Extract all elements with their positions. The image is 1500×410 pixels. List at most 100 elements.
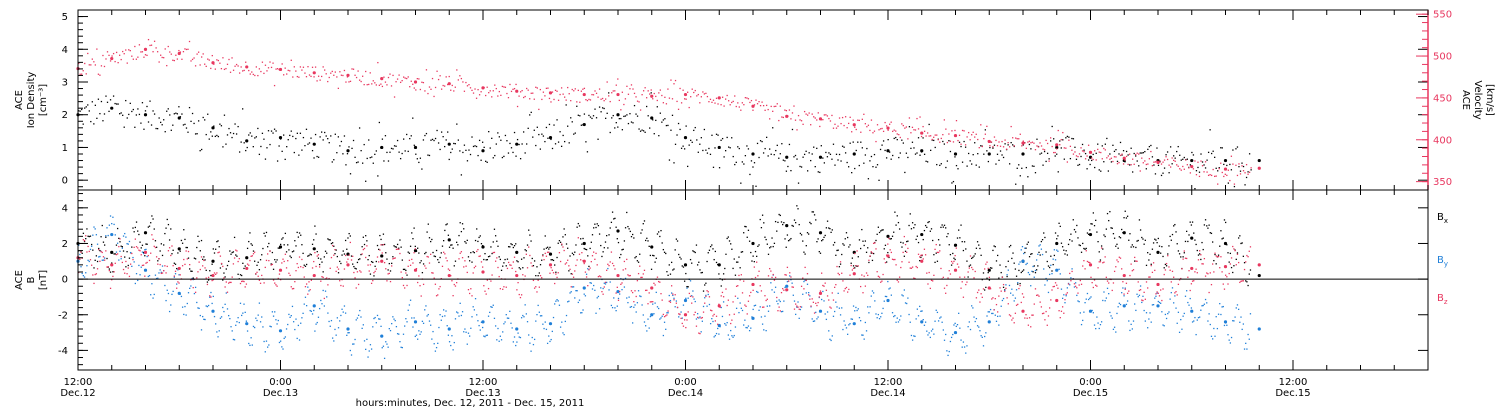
density-sample bbox=[807, 170, 809, 172]
bz-sample bbox=[398, 248, 400, 250]
by-sample bbox=[334, 328, 336, 331]
density-sample bbox=[486, 161, 488, 163]
velocity-sample bbox=[1039, 142, 1041, 144]
by-sample bbox=[856, 309, 858, 312]
by-sample bbox=[1189, 297, 1191, 300]
velocity-sample bbox=[1215, 175, 1217, 177]
bx-sample bbox=[270, 263, 272, 265]
bz-sample bbox=[278, 273, 281, 275]
by-sample bbox=[704, 297, 706, 299]
bx-sample bbox=[968, 265, 970, 267]
density-sample bbox=[374, 153, 376, 156]
velocity-sample bbox=[1054, 151, 1056, 154]
bz-sample bbox=[1067, 283, 1070, 285]
by-sample bbox=[503, 323, 505, 325]
velocity-sample bbox=[1197, 161, 1199, 163]
density-sample bbox=[468, 149, 470, 151]
bz-sample bbox=[1236, 253, 1239, 255]
bx-sample bbox=[217, 240, 219, 242]
bx-sample bbox=[297, 236, 300, 238]
bz-sample bbox=[1083, 260, 1085, 262]
bz-sample bbox=[966, 281, 968, 283]
bz-sample bbox=[1080, 283, 1083, 285]
by-sample bbox=[421, 320, 424, 323]
velocity-sample bbox=[392, 74, 394, 77]
bx-sample bbox=[916, 235, 918, 237]
bz-sample bbox=[1247, 256, 1249, 258]
bz-sample bbox=[1165, 262, 1168, 265]
by-sample bbox=[648, 327, 650, 329]
by-sample bbox=[135, 273, 138, 275]
bz-sample bbox=[219, 255, 222, 257]
by-sample bbox=[948, 350, 950, 353]
by-sample bbox=[425, 305, 427, 307]
velocity-sample bbox=[398, 74, 400, 76]
velocity-sample bbox=[996, 144, 999, 147]
density-sample bbox=[565, 104, 567, 106]
bx-sample bbox=[242, 262, 244, 264]
bz-sample bbox=[819, 290, 822, 292]
density-sample bbox=[82, 123, 84, 125]
by-point bbox=[1088, 309, 1093, 313]
by-sample bbox=[1227, 334, 1229, 336]
bz-sample bbox=[1213, 271, 1215, 273]
bx-sample bbox=[257, 261, 259, 263]
density-sample bbox=[638, 128, 640, 130]
velocity-sample bbox=[489, 90, 491, 92]
bx-sample bbox=[707, 252, 709, 254]
by-sample bbox=[1235, 307, 1237, 309]
bx-sample bbox=[1240, 242, 1242, 245]
bx-sample bbox=[774, 220, 777, 223]
by-sample bbox=[87, 259, 89, 262]
bz-sample bbox=[254, 251, 256, 253]
velocity-sample bbox=[1180, 169, 1182, 171]
density-sample bbox=[109, 99, 112, 101]
bx-sample bbox=[337, 272, 340, 274]
bx-sample bbox=[331, 242, 334, 244]
bz-sample bbox=[237, 260, 239, 263]
density-sample bbox=[521, 143, 523, 145]
by-sample bbox=[304, 296, 307, 298]
density-sample bbox=[1157, 164, 1160, 167]
bx-sample bbox=[87, 235, 89, 237]
bz-sample bbox=[1129, 274, 1131, 277]
bx-sample bbox=[825, 227, 828, 229]
bz-sample bbox=[891, 258, 894, 260]
velocity-sample bbox=[829, 120, 832, 122]
density-sample bbox=[1113, 150, 1116, 153]
density-sample bbox=[471, 136, 473, 138]
density-sample bbox=[869, 160, 871, 162]
bx-sample bbox=[674, 249, 676, 251]
by-sample bbox=[999, 315, 1001, 317]
by-sample bbox=[412, 326, 414, 328]
velocity-sample bbox=[1121, 153, 1123, 155]
by-sample bbox=[577, 301, 579, 304]
density-sample bbox=[261, 132, 264, 134]
by-sample bbox=[674, 306, 676, 308]
velocity-sample bbox=[807, 114, 809, 116]
by-sample bbox=[908, 313, 910, 316]
velocity-sample bbox=[919, 116, 921, 118]
density-sample bbox=[1150, 144, 1152, 147]
by-sample bbox=[765, 329, 767, 332]
density-sample bbox=[390, 147, 393, 150]
bz-sample bbox=[186, 258, 188, 260]
density-sample bbox=[881, 144, 883, 146]
velocity-sample bbox=[787, 115, 789, 117]
bx-sample bbox=[96, 260, 99, 263]
bx-sample bbox=[414, 245, 416, 248]
bz-sample bbox=[257, 275, 259, 277]
bx-sample bbox=[930, 228, 933, 230]
velocity-sample bbox=[140, 51, 142, 53]
density-sample bbox=[1235, 148, 1237, 150]
bz-sample bbox=[473, 267, 476, 269]
velocity-sample bbox=[579, 101, 581, 103]
bz-sample bbox=[1020, 301, 1022, 304]
bz-sample bbox=[1235, 264, 1237, 266]
density-sample bbox=[422, 139, 425, 141]
bx-sample bbox=[127, 264, 129, 267]
velocity-sample bbox=[339, 71, 341, 73]
by-sample bbox=[111, 222, 113, 225]
bx-sample bbox=[393, 245, 395, 247]
velocity-sample bbox=[687, 91, 689, 93]
